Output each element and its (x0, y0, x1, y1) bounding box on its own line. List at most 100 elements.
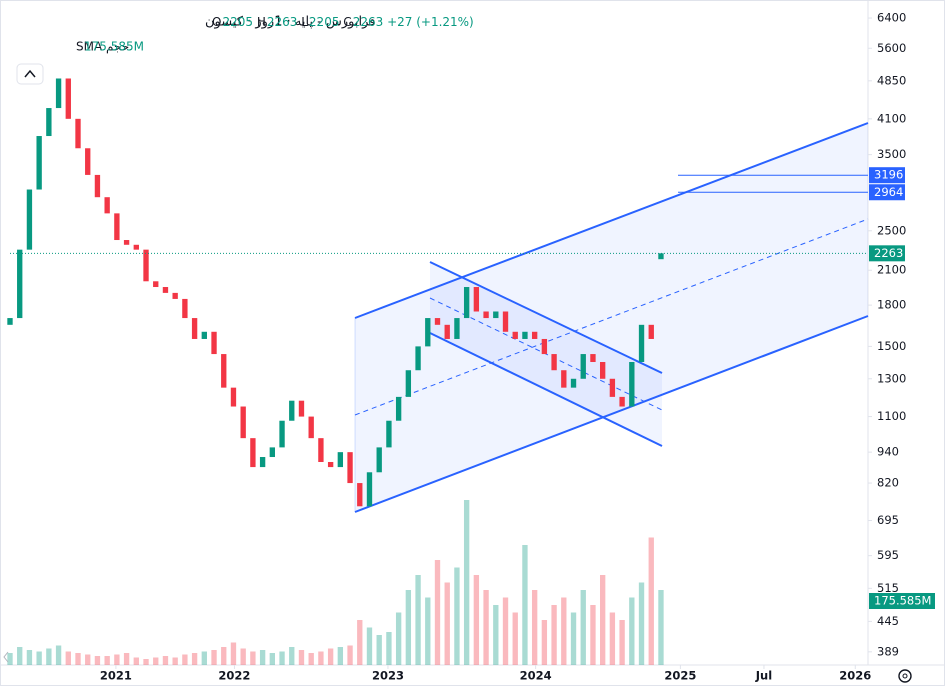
volume-bar (483, 590, 489, 665)
volume-bar (405, 590, 412, 665)
ohlc-value: 2205 (222, 15, 253, 29)
scroll-left[interactable] (3, 651, 9, 663)
candle (366, 472, 373, 507)
y-tick-label: 389 (877, 644, 899, 658)
symbol-title[interactable]: فرابورس - پایه · 1روز · کیسون (205, 15, 375, 30)
y-tick-label: 695 (877, 513, 899, 527)
x-tick-label: 2025 (664, 669, 696, 683)
candle (289, 400, 295, 421)
candle (658, 253, 664, 260)
candle (17, 249, 23, 319)
candle (26, 189, 33, 250)
channel2-lower[interactable] (429, 332, 663, 447)
volume-bar (94, 656, 101, 665)
volume-bar (182, 654, 188, 665)
candle (230, 387, 237, 407)
y-tick-label: 940 (877, 445, 899, 459)
volume-bar (619, 620, 625, 665)
candle (347, 452, 353, 484)
candle (318, 438, 324, 462)
volume-bar (434, 560, 441, 665)
y-tick-label: 2500 (877, 223, 906, 237)
y-tick-label: 2100 (877, 263, 906, 277)
channel-upper[interactable] (354, 122, 869, 319)
volume-bar (493, 605, 499, 665)
volume-bar (133, 657, 139, 665)
volume-bar (337, 647, 344, 665)
ohlc-label: C (343, 15, 351, 29)
volume-bar (153, 657, 159, 665)
y-tick-label: 595 (877, 548, 899, 562)
candle (425, 318, 431, 347)
volume-bar (463, 500, 470, 665)
candle (580, 354, 586, 379)
collapse-button[interactable] (16, 63, 44, 85)
volume-bar (580, 590, 586, 665)
x-tick-label: 2024 (520, 669, 552, 683)
candle (386, 420, 392, 448)
volume-bar (7, 653, 13, 665)
candle (512, 331, 518, 339)
candle (502, 311, 509, 332)
volume-bar (395, 612, 402, 665)
volume-bar (250, 651, 256, 665)
volume-bar (551, 605, 557, 665)
y-tick-label: 515 (877, 581, 899, 595)
volume-bar (114, 654, 120, 665)
candle (434, 318, 441, 325)
last-price-box (869, 245, 905, 262)
candle (191, 318, 198, 339)
candle (250, 438, 256, 468)
volume-title: حجم SMA (76, 40, 129, 54)
ohlc-value: 2205 (309, 15, 340, 29)
ohlc-label: O (212, 15, 221, 29)
candle (172, 292, 178, 299)
volume-bar (376, 635, 382, 665)
candle (570, 378, 577, 388)
candle (619, 396, 625, 407)
x-tick-label: 2021 (100, 669, 132, 683)
volume-bar (104, 656, 110, 665)
channel-mid[interactable] (354, 218, 869, 416)
ohlc-legend: O2205 H2263 L2205 C2263 +27 (+1.21%) (212, 15, 474, 29)
candle (337, 452, 344, 468)
volume-bar (191, 653, 198, 665)
candle (357, 483, 363, 507)
y-tick-label: 5600 (877, 41, 906, 55)
volume-bar (512, 612, 518, 665)
volume-bar (522, 545, 528, 665)
volume-bar (541, 620, 548, 665)
volume-sma-value: 175.585M (84, 40, 144, 54)
candle (590, 354, 596, 363)
volume-bar (279, 651, 285, 665)
y-tick-label: 4850 (877, 73, 906, 87)
volume-bar (502, 597, 509, 665)
volume-bar (123, 653, 130, 665)
candle (454, 318, 460, 339)
settings-button[interactable] (898, 669, 912, 683)
candle (463, 287, 470, 319)
volume-bar (201, 651, 207, 665)
candle (211, 331, 217, 355)
volume-bar (26, 650, 33, 665)
channel-lower[interactable] (354, 315, 869, 513)
channel2-upper[interactable] (429, 261, 663, 374)
volume-bar (211, 650, 217, 665)
candle (279, 420, 285, 448)
volume-bar (327, 648, 334, 665)
settings-icon (902, 673, 908, 679)
axes: 6400 5600 4850 4100 3500 2500 2100 1800 1500 1300… (100, 11, 935, 683)
candle (629, 362, 635, 407)
candle (415, 346, 421, 371)
candle (376, 447, 382, 473)
volume-bar (143, 659, 149, 665)
volume-bar (444, 582, 450, 665)
volume-bar (85, 654, 91, 665)
volume-bar (357, 620, 363, 665)
ohlc-label: L (301, 15, 308, 29)
volume-bar (415, 575, 421, 665)
candle (36, 136, 42, 190)
candle (444, 324, 450, 339)
volume-bar (36, 651, 42, 665)
